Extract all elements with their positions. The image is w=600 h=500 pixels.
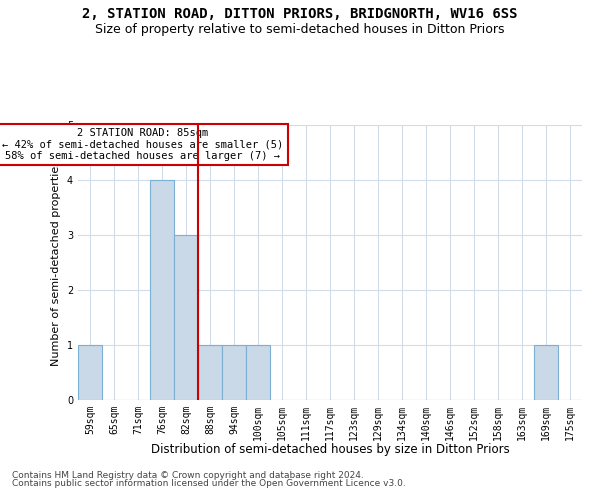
Bar: [534, 345, 558, 400]
Bar: [222, 345, 246, 400]
Text: 2 STATION ROAD: 85sqm
← 42% of semi-detached houses are smaller (5)
58% of semi-: 2 STATION ROAD: 85sqm ← 42% of semi-deta…: [2, 128, 283, 161]
Text: Size of property relative to semi-detached houses in Ditton Priors: Size of property relative to semi-detach…: [95, 22, 505, 36]
Bar: [150, 180, 174, 400]
Text: 2, STATION ROAD, DITTON PRIORS, BRIDGNORTH, WV16 6SS: 2, STATION ROAD, DITTON PRIORS, BRIDGNOR…: [82, 8, 518, 22]
Bar: [198, 345, 222, 400]
Text: Contains HM Land Registry data © Crown copyright and database right 2024.: Contains HM Land Registry data © Crown c…: [12, 471, 364, 480]
Y-axis label: Number of semi-detached properties: Number of semi-detached properties: [52, 160, 61, 366]
Text: Contains public sector information licensed under the Open Government Licence v3: Contains public sector information licen…: [12, 478, 406, 488]
Text: Distribution of semi-detached houses by size in Ditton Priors: Distribution of semi-detached houses by …: [151, 442, 509, 456]
Bar: [246, 345, 270, 400]
Bar: [78, 345, 102, 400]
Bar: [174, 235, 198, 400]
